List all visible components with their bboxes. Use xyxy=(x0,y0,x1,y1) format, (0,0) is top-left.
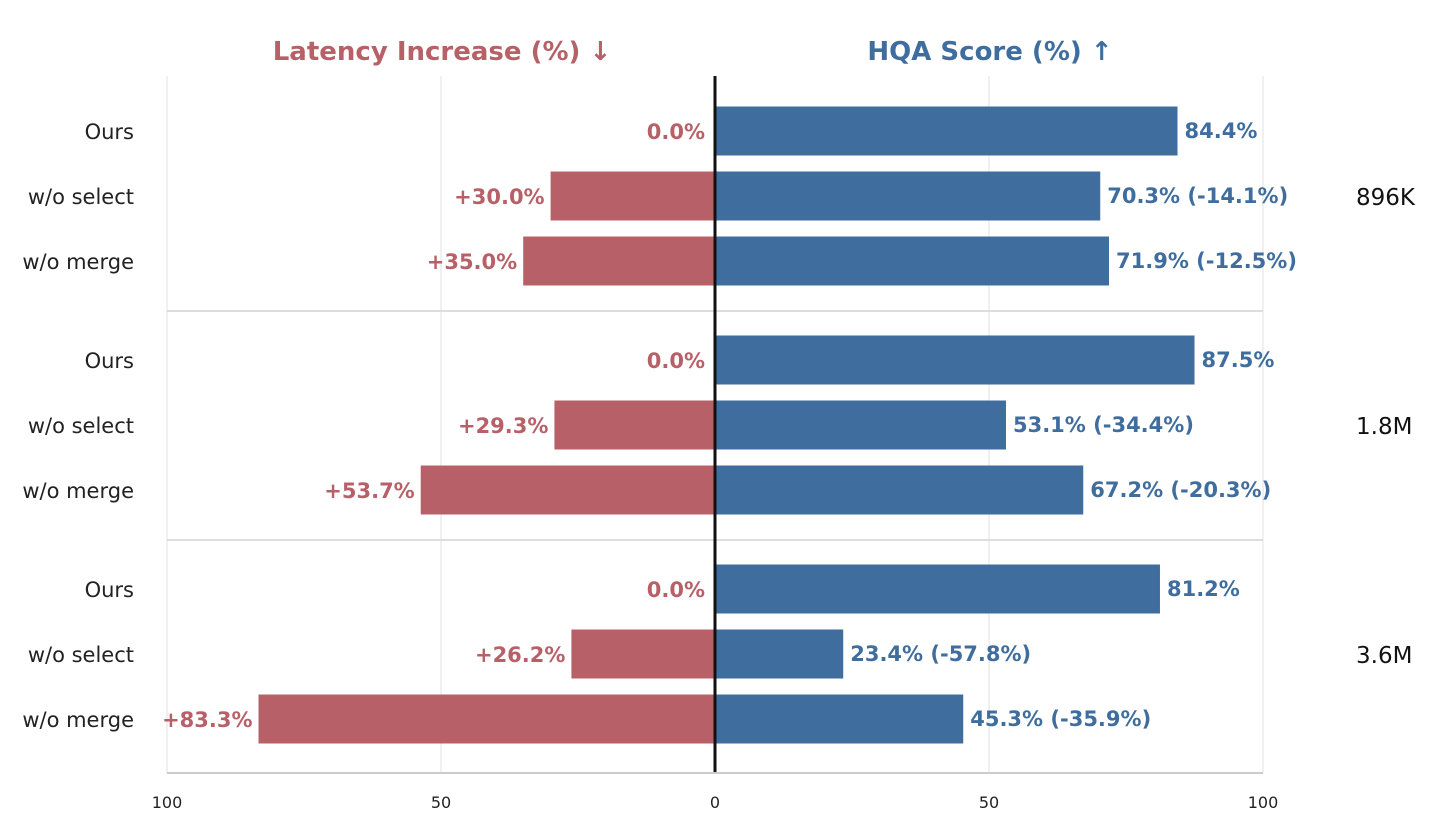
score-value-label: 84.4% xyxy=(1185,119,1258,143)
score-value-label: 23.4% (-57.8%) xyxy=(850,642,1031,666)
category-label: w/o merge xyxy=(22,250,134,274)
score-panel-title: HQA Score (%) ↑ xyxy=(867,37,1112,67)
latency-bar xyxy=(420,465,715,515)
score-value-label: 53.1% (-34.4%) xyxy=(1013,413,1194,437)
latency-value-label: 0.0% xyxy=(647,578,705,602)
group-label: 3.6M xyxy=(1356,643,1412,669)
latency-bar xyxy=(554,400,715,450)
latency-value-label: 0.0% xyxy=(647,120,705,144)
score-value-label: 70.3% (-14.1%) xyxy=(1107,184,1288,208)
latency-value-label: 0.0% xyxy=(647,349,705,373)
category-label: w/o select xyxy=(28,185,134,209)
group-label: 1.8M xyxy=(1356,414,1412,440)
latency-value-label: +29.3% xyxy=(458,414,548,438)
group-label: 896K xyxy=(1356,185,1416,211)
score-bar xyxy=(715,236,1110,286)
category-label: w/o merge xyxy=(22,479,134,503)
score-bar xyxy=(715,564,1160,614)
latency-value-label: +83.3% xyxy=(162,708,252,732)
category-label: w/o merge xyxy=(22,708,134,732)
score-value-label: 45.3% (-35.9%) xyxy=(970,707,1151,731)
score-bar xyxy=(715,335,1195,385)
category-label: Ours xyxy=(85,578,134,602)
score-value-label: 81.2% xyxy=(1167,577,1240,601)
score-bar xyxy=(715,171,1101,221)
latency-value-label: +35.0% xyxy=(427,250,517,274)
category-label: Ours xyxy=(85,349,134,373)
bars xyxy=(258,106,1195,744)
tick-label: 0 xyxy=(710,793,720,812)
score-value-label: 87.5% xyxy=(1202,348,1275,372)
tick-label: 100 xyxy=(1248,793,1279,812)
latency-panel-title: Latency Increase (%) ↓ xyxy=(273,37,612,67)
score-value-label: 67.2% (-20.3%) xyxy=(1090,478,1271,502)
category-label: Ours xyxy=(85,120,134,144)
tick-label: 50 xyxy=(979,793,999,812)
score-bar xyxy=(715,629,844,679)
latency-value-label: +26.2% xyxy=(475,643,565,667)
category-label: w/o select xyxy=(28,414,134,438)
latency-bar xyxy=(523,236,715,286)
score-bar xyxy=(715,400,1006,450)
latency-bar xyxy=(258,694,715,744)
tick-label: 100 xyxy=(152,793,183,812)
category-label: w/o select xyxy=(28,643,134,667)
score-value-label: 71.9% (-12.5%) xyxy=(1116,249,1297,273)
labels: Ours 0.0% 84.4% w/o select +30.0% 70.3% (-14.… xyxy=(22,119,1416,732)
latency-value-label: +30.0% xyxy=(454,185,544,209)
score-bar xyxy=(715,694,964,744)
latency-bar xyxy=(571,629,715,679)
score-bar xyxy=(715,106,1178,156)
tick-label: 50 xyxy=(431,793,451,812)
score-bar xyxy=(715,465,1084,515)
tick-labels: 100 50 0 50 100 xyxy=(152,793,1279,812)
latency-bar xyxy=(550,171,715,221)
latency-value-label: +53.7% xyxy=(324,479,414,503)
